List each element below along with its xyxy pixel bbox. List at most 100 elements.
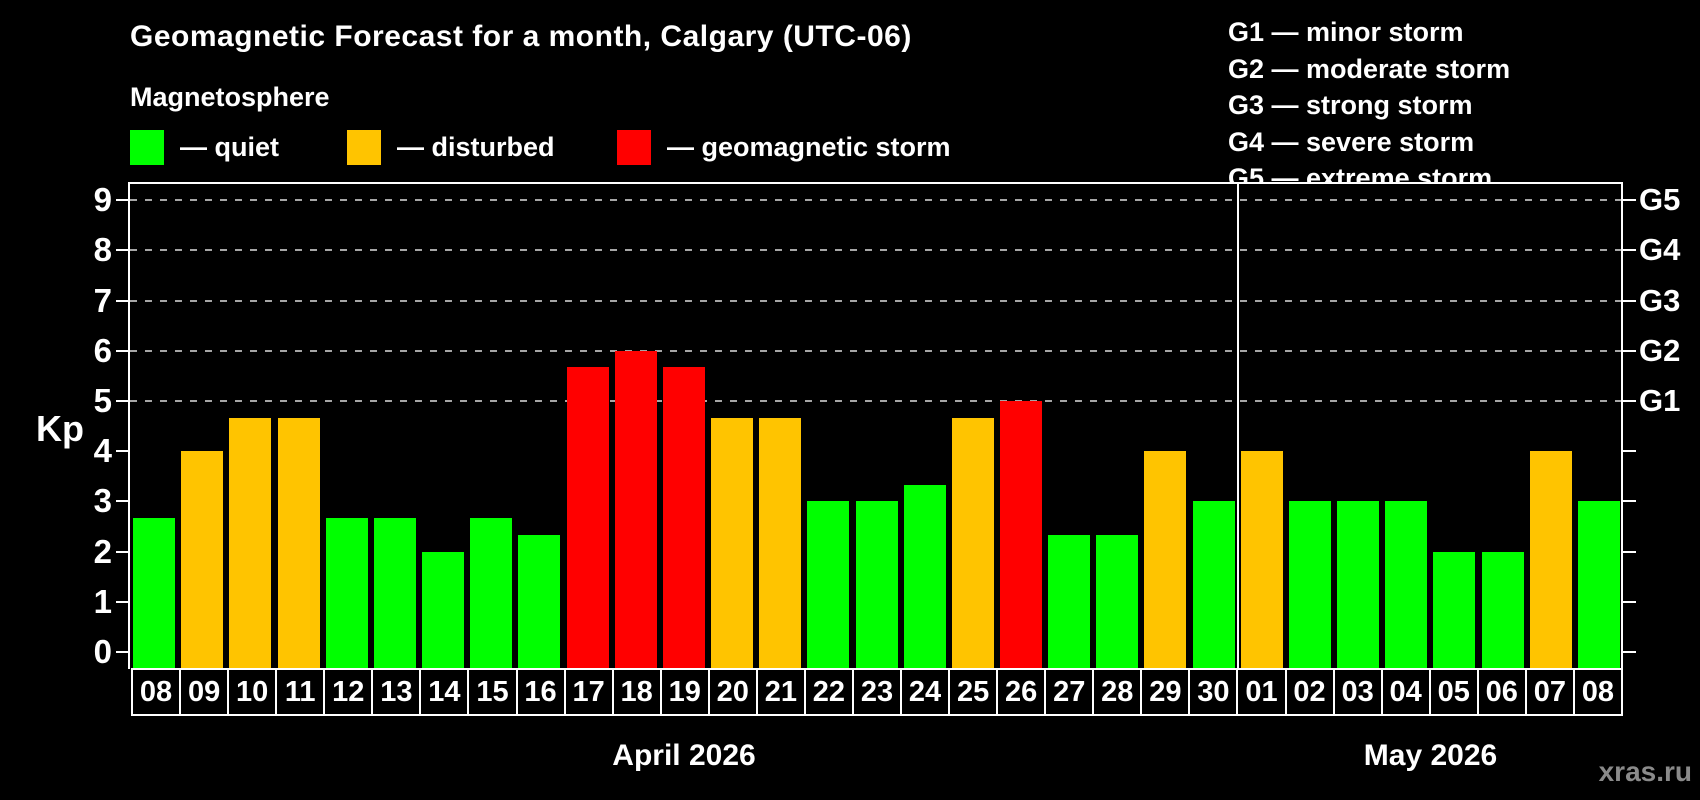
- y-axis-tick-right-8: [1623, 249, 1636, 252]
- bar-april-10: [229, 417, 272, 669]
- chart-subtitle: Magnetosphere: [130, 82, 330, 112]
- date-cell-may-05: 05: [1428, 668, 1479, 716]
- month-label-april: April 2026: [612, 739, 756, 772]
- bar-april-28: [1096, 535, 1139, 669]
- g-scale-legend-line-2: G2 — moderate storm: [1228, 53, 1511, 84]
- date-cell-april-14: 14: [419, 668, 470, 716]
- bar-april-24: [903, 484, 946, 669]
- bar-april-14: [422, 551, 465, 669]
- date-cell-april-08: 08: [131, 668, 182, 716]
- month-label-may: May 2026: [1363, 739, 1498, 772]
- bar-april-15: [470, 517, 513, 669]
- bar-april-21: [759, 417, 802, 669]
- y-axis-label-4: 4: [93, 432, 112, 470]
- gridline-kp6: [130, 349, 1621, 352]
- x-axis-date-row: 08 09 10 11 12 13 14 15 16 17 18 19 20 21 22 23 24 25 26 27…: [131, 668, 1623, 716]
- date-cell-april-22: 22: [803, 668, 854, 716]
- y-axis-label-2: 2: [93, 532, 112, 570]
- y-axis-tick-left-2: [116, 550, 128, 553]
- date-cell-april-15: 15: [467, 668, 518, 716]
- bar-april-16: [518, 535, 561, 669]
- gridline-kp8: [130, 249, 1621, 252]
- y-axis-tick-right-7: [1623, 299, 1636, 302]
- y-axis-label-0: 0: [93, 633, 112, 670]
- date-cell-april-29: 29: [1140, 668, 1191, 716]
- y-axis-label-9: 9: [93, 181, 112, 219]
- right-axis-label-g3: G3: [1639, 282, 1681, 318]
- bar-april-08: [133, 517, 176, 669]
- gridline-kp5: [130, 400, 1621, 402]
- plot-area: [128, 182, 1623, 669]
- date-cell-may-06: 06: [1476, 668, 1527, 716]
- gridline-kp9: [130, 199, 1621, 202]
- g-scale-legend-line-3: G3 — strong storm: [1228, 90, 1473, 120]
- y-axis-tick-right-9: [1623, 199, 1636, 202]
- bar-april-12: [325, 517, 368, 669]
- date-cell-april-27: 27: [1044, 668, 1095, 716]
- y-axis-label-5: 5: [93, 382, 112, 419]
- legend-item-disturbed: — disturbed: [347, 130, 555, 165]
- date-cell-april-11: 11: [275, 668, 326, 716]
- bar-may-06: [1481, 551, 1524, 669]
- legend-item-quiet: — quiet: [130, 130, 279, 165]
- gridline-kp7: [130, 299, 1621, 302]
- y-axis-tick-left-0: [116, 651, 128, 653]
- right-axis-label-g1: G1: [1639, 383, 1681, 418]
- g-scale-legend-line-1: G1 — minor storm: [1228, 17, 1464, 47]
- month-separator-line: [1236, 184, 1239, 669]
- y-axis-tick-right-5: [1623, 400, 1636, 402]
- bar-may-02: [1288, 501, 1331, 669]
- bar-may-03: [1337, 501, 1380, 669]
- g-scale-legend: G1 — minor storm G2 — moderate storm G3 — …: [1228, 14, 1510, 197]
- bar-april-09: [181, 451, 224, 669]
- y-axis-tick-left-6: [116, 349, 128, 352]
- y-axis-tick-right-2: [1623, 550, 1636, 553]
- y-axis-label-8: 8: [93, 231, 112, 269]
- date-cell-april-20: 20: [707, 668, 758, 716]
- bar-april-19: [662, 367, 705, 669]
- date-cell-april-16: 16: [515, 668, 566, 716]
- right-axis-label-g5: G5: [1639, 182, 1681, 218]
- date-cell-april-30: 30: [1188, 668, 1239, 716]
- y-axis-label-1: 1: [93, 582, 112, 620]
- bar-april-13: [373, 517, 416, 669]
- date-cell-may-01: 01: [1236, 668, 1287, 716]
- bar-april-30: [1192, 501, 1235, 669]
- y-axis-tick-left-8: [116, 249, 128, 252]
- y-axis-tick-left-3: [116, 500, 128, 503]
- bar-may-05: [1433, 551, 1476, 669]
- date-cell-april-12: 12: [323, 668, 374, 716]
- date-cell-april-23: 23: [851, 668, 902, 716]
- date-cell-april-09: 09: [179, 668, 230, 716]
- y-axis-tick-left-4: [116, 450, 128, 453]
- y-axis-tick-left-1: [116, 600, 128, 603]
- y-axis-label-7: 7: [93, 281, 112, 319]
- g-scale-legend-line-4: G4 — severe storm: [1228, 126, 1475, 157]
- bar-april-27: [1048, 535, 1091, 669]
- bar-april-20: [711, 417, 754, 669]
- bar-april-11: [277, 417, 320, 669]
- date-cell-may-04: 04: [1380, 668, 1431, 716]
- bar-may-01: [1240, 451, 1283, 669]
- date-cell-may-03: 03: [1332, 668, 1383, 716]
- y-axis-tick-left-7: [116, 299, 128, 302]
- legend-label-disturbed: — disturbed: [397, 132, 555, 162]
- date-cell-may-02: 02: [1284, 668, 1335, 716]
- disturbed-swatch-icon: [347, 130, 381, 165]
- bar-may-08: [1577, 501, 1620, 669]
- y-axis-tick-left-5: [116, 400, 128, 402]
- y-axis-tick-right-4: [1623, 450, 1636, 453]
- bar-april-18: [614, 350, 657, 669]
- bar-april-17: [566, 367, 609, 669]
- date-cell-april-13: 13: [371, 668, 422, 716]
- bar-may-04: [1385, 501, 1428, 669]
- date-cell-april-21: 21: [755, 668, 806, 716]
- bar-april-23: [855, 501, 898, 669]
- date-cell-may-08: 08: [1572, 668, 1623, 716]
- y-axis-tick-right-6: [1623, 349, 1636, 352]
- y-axis-tick-left-9: [116, 199, 128, 202]
- chart-title: Geomagnetic Forecast for a month, Calgar…: [130, 20, 912, 53]
- y-axis-tick-right-0: [1623, 651, 1636, 653]
- y-axis-tick-right-3: [1623, 500, 1636, 503]
